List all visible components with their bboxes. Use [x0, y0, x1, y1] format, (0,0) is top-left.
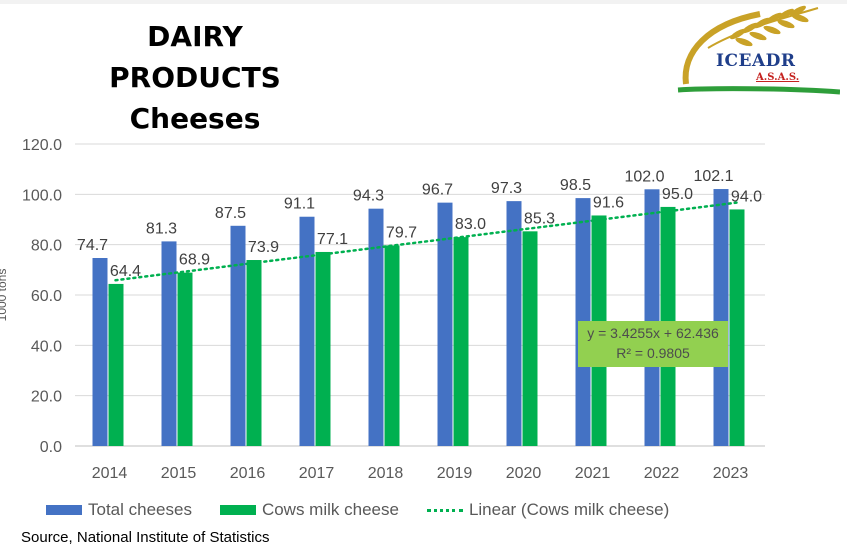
- trendline-equation-box: y = 3.4255x + 62.436 R² = 0.9805: [578, 321, 728, 367]
- top-strip: [0, 0, 847, 4]
- data-label-cows: 79.7: [386, 224, 417, 241]
- bar-total-cheeses: [368, 208, 384, 446]
- legend-swatch-trend: [426, 508, 463, 512]
- legend: Total cheeses Cows milk cheese Linear (C…: [46, 499, 697, 521]
- legend-label-cows: Cows milk cheese: [261, 500, 399, 519]
- legend-label-total: Total cheeses: [88, 500, 192, 519]
- trendline: [114, 201, 738, 282]
- data-label-cows: 94.0: [731, 188, 762, 205]
- data-label-total: 97.3: [491, 180, 522, 197]
- x-tick-label: 2017: [299, 465, 335, 482]
- y-tick-label: 20.0: [31, 389, 62, 406]
- legend-label-trend: Linear (Cows milk cheese): [468, 500, 670, 519]
- x-tick-label: 2020: [506, 465, 542, 482]
- title-line-3: Cheeses: [129, 102, 261, 135]
- x-tick-label: 2022: [644, 465, 680, 482]
- bar-total-cheeses: [437, 202, 453, 446]
- data-label-total: 91.1: [284, 196, 315, 213]
- x-tick-label: 2015: [161, 465, 197, 482]
- data-label-cows: 68.9: [179, 252, 210, 269]
- data-label-cows: 83.0: [455, 216, 486, 233]
- bar-total-cheeses: [92, 258, 108, 446]
- data-label-total: 74.7: [77, 237, 108, 254]
- bar-cows-milk-cheese: [177, 272, 193, 446]
- data-label-total: 87.5: [215, 205, 246, 222]
- bar-cows-milk-cheese: [246, 260, 262, 446]
- data-label-total: 81.3: [146, 220, 177, 237]
- data-label-total: 102.1: [693, 168, 733, 185]
- trendline-equation: y = 3.4255x + 62.436: [587, 325, 719, 341]
- legend-swatch-total: [46, 505, 82, 515]
- y-tick-label: 120.0: [22, 137, 62, 154]
- legend-item-cows: Cows milk cheese: [219, 500, 399, 520]
- bars: [92, 189, 745, 447]
- x-tick-label: 2018: [368, 465, 404, 482]
- bar-total-cheeses: [230, 225, 246, 446]
- data-label-cows: 91.6: [593, 194, 624, 211]
- data-label-cows: 73.9: [248, 239, 279, 256]
- data-label-total: 98.5: [560, 177, 591, 194]
- x-tick-label: 2016: [230, 465, 266, 482]
- legend-item-total: Total cheeses: [46, 500, 192, 520]
- y-axis-label: 1000 tons: [0, 269, 9, 322]
- y-tick-label: 100.0: [22, 187, 62, 204]
- y-tick-label: 60.0: [31, 288, 62, 305]
- logo-name: ICEADR: [716, 51, 796, 71]
- data-label-cows: 85.3: [524, 210, 555, 227]
- bar-cows-milk-cheese: [384, 245, 400, 446]
- data-label-total: 94.3: [353, 188, 384, 205]
- logo-subtitle: A.S.A.S.: [756, 72, 800, 83]
- title-line-2: PRODUCTS: [109, 61, 281, 94]
- data-label-total: 96.7: [422, 182, 453, 199]
- y-tick-label: 80.0: [31, 238, 62, 255]
- data-label-cows: 64.4: [110, 263, 141, 280]
- bar-total-cheeses: [644, 189, 660, 447]
- x-tick-label: 2019: [437, 465, 473, 482]
- bar-cows-milk-cheese: [522, 231, 538, 446]
- bar-total-cheeses: [299, 216, 315, 446]
- bar-total-cheeses: [161, 241, 177, 446]
- legend-item-trend: Linear (Cows milk cheese): [426, 500, 670, 520]
- source-note: Source, National Institute of Statistics: [21, 529, 270, 546]
- x-tick-label: 2023: [713, 465, 749, 482]
- bar-cows-milk-cheese: [453, 237, 469, 446]
- data-label-cows: 95.0: [662, 186, 693, 203]
- data-label-total: 102.0: [624, 168, 664, 185]
- x-axis-ticks: 2014 2015 2016 2017 2018 2019 2020 2021 2022 2023: [92, 465, 749, 482]
- bar-cows-milk-cheese: [108, 283, 124, 446]
- chart-title: DAIRY PRODUCTS Cheeses: [95, 16, 295, 139]
- y-tick-label: 40.0: [31, 338, 62, 355]
- y-axis-ticks: 0.0 20.0 40.0 60.0 80.0 100.0 120.0: [22, 137, 62, 456]
- legend-swatch-cows: [219, 505, 256, 515]
- data-labels: 74.764.4 81.368.9 87.573.9 91.1 77.1 94.3 79.7…: [77, 168, 762, 280]
- trendline-r-squared: R² = 0.9805: [616, 345, 690, 361]
- trendline-layer: [114, 201, 738, 282]
- y-tick-label: 0.0: [40, 439, 62, 456]
- x-tick-label: 2014: [92, 465, 128, 482]
- bar-cows-milk-cheese: [315, 251, 331, 446]
- bar-cows-milk-cheese: [729, 209, 745, 446]
- iceadr-logo: [677, 5, 840, 95]
- data-label-cows: 77.1: [317, 231, 348, 248]
- x-tick-label: 2021: [575, 465, 611, 482]
- bar-total-cheeses: [506, 201, 522, 446]
- title-line-1: DAIRY: [147, 20, 243, 53]
- bar-total-cheeses: [713, 189, 729, 446]
